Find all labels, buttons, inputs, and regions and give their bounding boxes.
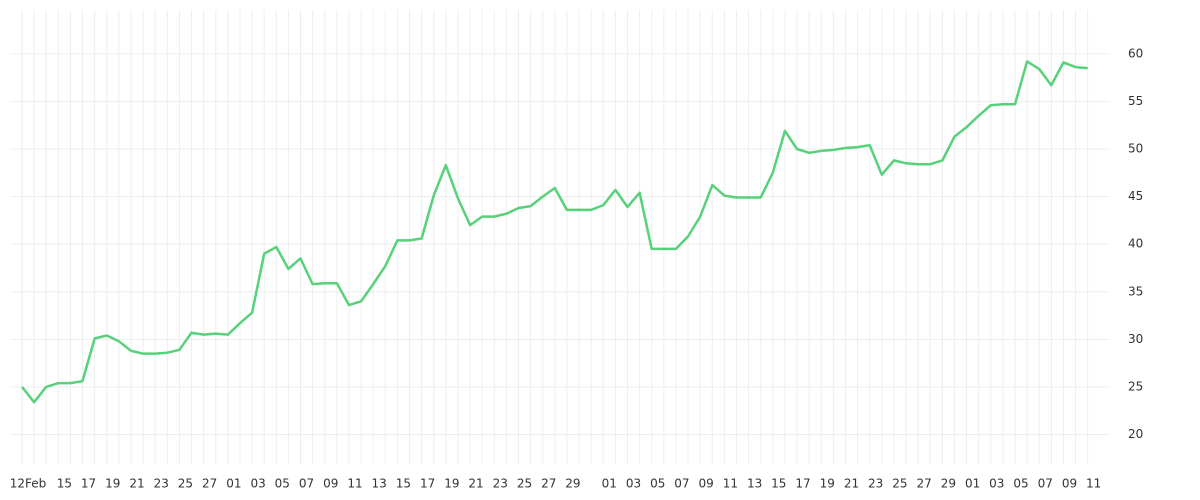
x-tick-label: 09 xyxy=(699,477,714,491)
x-tick-label: 01 xyxy=(226,477,241,491)
x-tick-label: 12Feb xyxy=(10,477,47,491)
x-tick-label: 23 xyxy=(868,477,883,491)
y-tick-label: 60 xyxy=(1128,46,1143,60)
x-tick-label: 25 xyxy=(178,477,193,491)
x-tick-label: 21 xyxy=(129,477,144,491)
x-tick-label: 05 xyxy=(650,477,665,491)
x-tick-label: 11 xyxy=(1086,477,1101,491)
x-tick-label: 19 xyxy=(820,477,835,491)
x-tick-label: 05 xyxy=(275,477,290,491)
x-tick-label: 19 xyxy=(105,477,120,491)
x-tick-label: 01 xyxy=(965,477,980,491)
x-tick-label: 17 xyxy=(81,477,96,491)
x-tick-label: 15 xyxy=(57,477,72,491)
x-tick-label: 29 xyxy=(941,477,956,491)
line xyxy=(21,60,1088,404)
y-tick-label: 45 xyxy=(1128,189,1143,203)
x-tick-label: 01 xyxy=(602,477,617,491)
x-tick-label: 23 xyxy=(493,477,508,491)
y-tick-label: 40 xyxy=(1128,237,1143,251)
x-tick-label: 11 xyxy=(723,477,738,491)
x-tick-label: 27 xyxy=(916,477,931,491)
x-tick-label: 17 xyxy=(795,477,810,491)
y-tick-label: 20 xyxy=(1128,427,1143,441)
x-tick-label: 09 xyxy=(323,477,338,491)
x-tick-label: 07 xyxy=(299,477,314,491)
y-tick-label: 50 xyxy=(1128,141,1143,155)
x-tick-label: 15 xyxy=(396,477,411,491)
x-tick-label: 05 xyxy=(1013,477,1028,491)
x-tick-label: 11 xyxy=(347,477,362,491)
x-tick-label: 23 xyxy=(154,477,169,491)
y-tick-label: 25 xyxy=(1128,379,1143,393)
x-tick-label: 27 xyxy=(541,477,556,491)
x-tick-label: 21 xyxy=(844,477,859,491)
x-tick-label: 07 xyxy=(674,477,689,491)
x-tick-label: 03 xyxy=(989,477,1004,491)
x-tick-label: 13 xyxy=(747,477,762,491)
x-tick-label: 13 xyxy=(372,477,387,491)
y-tick-label: 30 xyxy=(1128,332,1143,346)
x-tick-label: 15 xyxy=(771,477,786,491)
x-tick-label: 27 xyxy=(202,477,217,491)
x-tick-label: 17 xyxy=(420,477,435,491)
x-tick-label: 03 xyxy=(250,477,265,491)
x-tick-label: 09 xyxy=(1062,477,1077,491)
x-tick-label: 25 xyxy=(517,477,532,491)
x-tick-label: 29 xyxy=(565,477,580,491)
x-tick-label: 07 xyxy=(1038,477,1053,491)
y-tick-label: 55 xyxy=(1128,94,1143,108)
x-tick-label: 19 xyxy=(444,477,459,491)
x-tick-label: 03 xyxy=(626,477,641,491)
y-tick-label: 35 xyxy=(1128,284,1143,298)
x-tick-label: 25 xyxy=(892,477,907,491)
x-tick-label: 21 xyxy=(468,477,483,491)
